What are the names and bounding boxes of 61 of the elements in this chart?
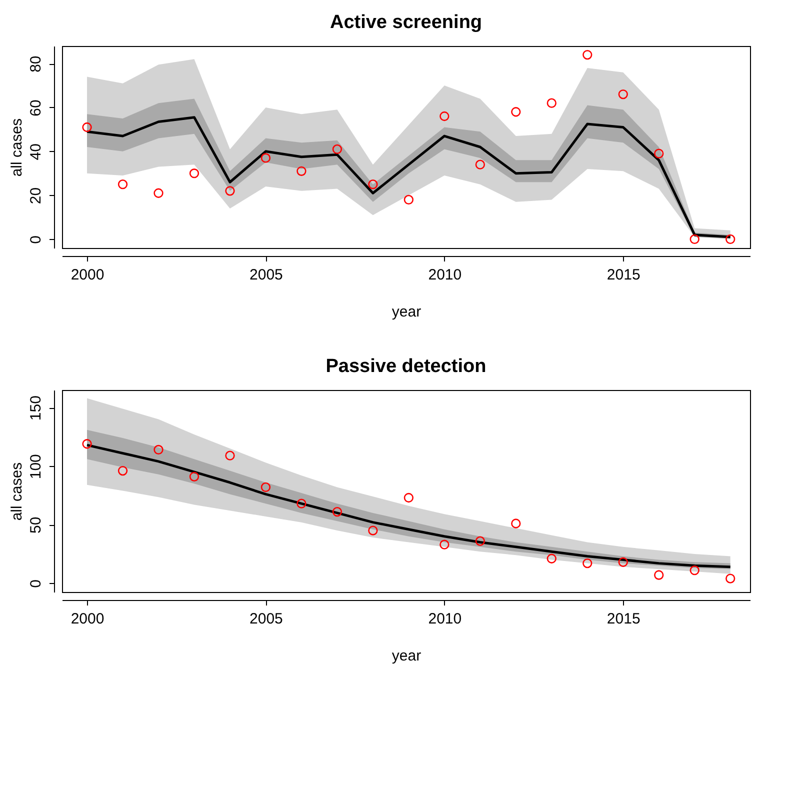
point — [225, 186, 235, 196]
point — [154, 188, 164, 198]
point — [260, 153, 271, 163]
point — [654, 148, 664, 158]
point — [440, 111, 450, 122]
x-tick-label: 2010 — [428, 610, 462, 628]
y-tick-label: 0 — [28, 236, 44, 244]
point — [618, 89, 628, 100]
point — [368, 526, 378, 536]
point — [546, 98, 556, 108]
point — [475, 160, 485, 170]
point — [654, 570, 664, 580]
point — [154, 444, 164, 455]
point — [332, 506, 342, 517]
point — [726, 574, 736, 584]
point — [511, 518, 521, 528]
point — [726, 234, 736, 244]
point — [582, 558, 592, 568]
y-tick-label: 100 — [28, 454, 44, 480]
x-tick-label: 2015 — [606, 610, 640, 628]
y-tick-label: 80 — [28, 56, 44, 72]
y-tick-label: 150 — [28, 396, 44, 421]
point — [690, 566, 700, 576]
point — [618, 557, 628, 567]
x-tick-label: 2000 — [70, 266, 104, 284]
point — [189, 168, 200, 178]
point — [260, 482, 271, 492]
y-tick-label: 20 — [28, 187, 44, 204]
point — [118, 180, 128, 190]
point — [511, 107, 521, 117]
x-tick-label: 2015 — [606, 266, 640, 284]
point — [332, 144, 342, 154]
y-tick-label: 50 — [28, 516, 44, 534]
x-tick-label: 2005 — [250, 610, 283, 628]
point — [225, 450, 235, 460]
point — [404, 194, 414, 205]
y-axis-title: all cases — [8, 118, 26, 177]
y-tick-label: 40 — [28, 144, 44, 160]
chart-title: Active screening — [330, 12, 482, 33]
x-axis-title: year — [392, 648, 422, 664]
chart-title: Passive detection — [326, 356, 486, 377]
y-axis-title: all cases — [8, 462, 26, 521]
x-tick-label: 2005 — [250, 266, 283, 284]
x-tick-label: 2010 — [428, 266, 462, 284]
point — [296, 498, 306, 508]
point — [189, 472, 200, 482]
point — [118, 466, 128, 476]
y-tick-label: 60 — [28, 100, 44, 116]
point — [440, 540, 450, 550]
x-axis-title: year — [392, 304, 422, 320]
y-tick-label: 0 — [28, 580, 44, 588]
point — [690, 234, 700, 244]
point — [82, 122, 92, 132]
point — [546, 554, 556, 564]
point — [475, 536, 485, 546]
point — [404, 492, 414, 503]
point — [82, 439, 92, 449]
point — [582, 50, 592, 60]
point — [368, 180, 378, 190]
x-tick-label: 2000 — [70, 610, 104, 628]
point — [296, 166, 306, 176]
